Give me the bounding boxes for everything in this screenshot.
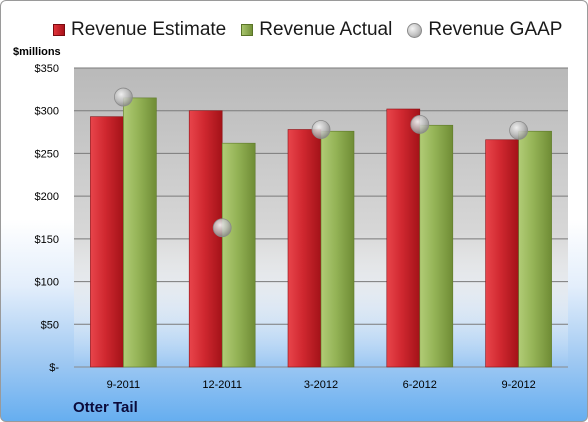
legend-item-actual: Revenue Actual (241, 19, 392, 41)
bar-revenue-estimate (485, 139, 519, 368)
x-tick-label: 9-2012 (501, 379, 535, 391)
y-tick-label: $200 (35, 191, 59, 203)
x-tick-label: 9-2011 (107, 379, 140, 391)
bar-revenue-actual (419, 124, 454, 368)
y-tick-label: $350 (35, 63, 59, 75)
bar-revenue-actual (518, 130, 552, 368)
legend-item-estimate: Revenue Estimate (53, 19, 226, 41)
bar-revenue-actual (123, 97, 157, 368)
bar-revenue-estimate (386, 108, 421, 368)
legend-swatch-estimate (53, 24, 65, 36)
point-revenue-gaap (212, 218, 232, 238)
y-tick-label: $100 (35, 277, 59, 289)
legend-item-gaap: Revenue GAAP (407, 19, 562, 41)
point-revenue-gaap (114, 87, 133, 107)
y-tick-label: $50 (41, 319, 59, 331)
y-tick-label: $150 (35, 234, 59, 246)
bar-revenue-estimate (287, 129, 322, 368)
bar-revenue-estimate (90, 116, 124, 368)
x-tick-label: 6-2012 (403, 379, 437, 391)
bar-revenue-actual (221, 142, 256, 368)
legend-label-estimate: Revenue Estimate (71, 19, 227, 40)
y-tick-label: $300 (35, 106, 59, 118)
legend-swatch-gaap (407, 22, 423, 38)
x-tick-label: 3-2012 (304, 379, 338, 391)
legend-swatch-actual (241, 24, 254, 36)
bar-revenue-actual (320, 130, 355, 368)
y-tick-label: $- (49, 362, 59, 374)
point-revenue-gaap (311, 120, 331, 139)
x-tick-label: 12-2011 (202, 379, 242, 391)
y-tick-label: $250 (35, 148, 59, 160)
company-name: Otter Tail (73, 399, 138, 416)
legend-label-gaap: Revenue GAAP (428, 19, 563, 40)
legend: Revenue Estimate Revenue Actual Revenue … (53, 18, 577, 42)
legend-label-actual: Revenue Actual (259, 19, 393, 40)
point-revenue-gaap (410, 114, 430, 134)
point-revenue-gaap (509, 120, 528, 140)
bar-revenue-estimate (188, 110, 223, 368)
y-axis-unit-label: $millions (13, 46, 61, 58)
